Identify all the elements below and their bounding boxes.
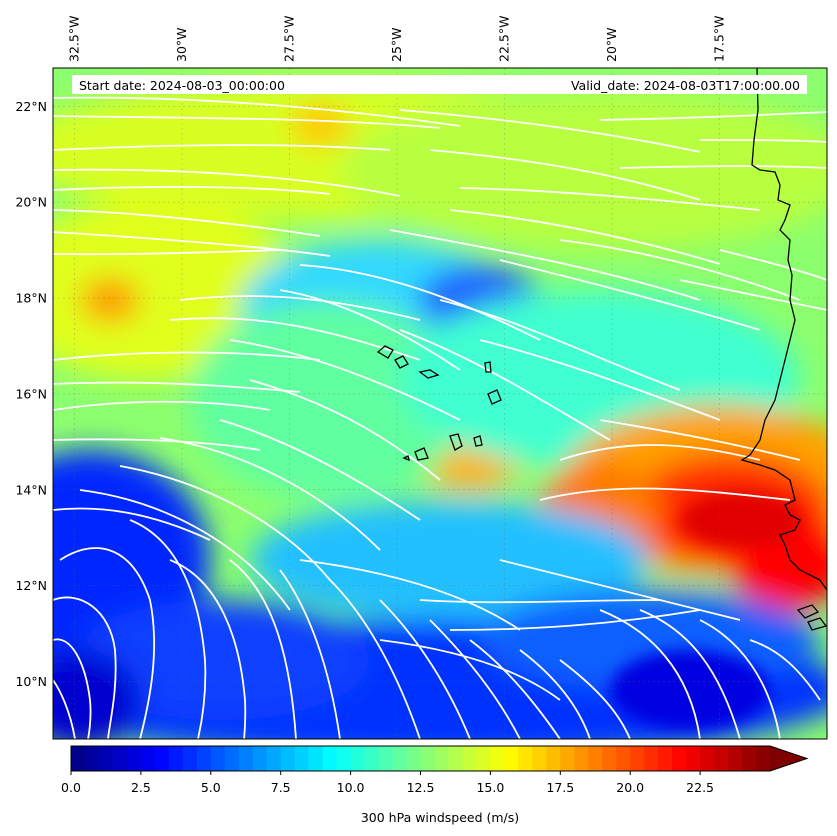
lat-tick-label: 18°N [15,291,47,306]
wind-streamlines [53,96,827,739]
lat-tick-label: 12°N [15,578,47,593]
lat-tick-label: 20°N [15,195,47,210]
lat-tick-label: 10°N [15,674,47,689]
lon-tick-label: 22.5°W [497,16,512,62]
colorbar-label: 300 hPa windspeed (m/s) [361,810,519,825]
valid-date-label: Valid_date: 2024-08-03T17:00:00.00 [571,78,800,93]
colorbar-tick-label: 20.0 [616,780,644,795]
colorbar-tick-label: 22.5 [686,780,714,795]
colorbar-tick-label: 7.5 [271,780,291,795]
latitude-tick-labels: 10°N 12°N 14°N 16°N 18°N 20°N 22°N [15,99,47,689]
colorbar-tick-label: 2.5 [131,780,151,795]
colorbar-tick-label: 12.5 [407,780,435,795]
start-date-label: Start date: 2024-08-03_00:00:00 [79,78,285,93]
colorbar-tick-label: 17.5 [546,780,574,795]
coastline [376,68,827,631]
lat-tick-label: 22°N [15,99,47,114]
map-frame [52,67,828,740]
colorbar-tick-label: 5.0 [201,780,221,795]
lon-tick-label: 17.5°W [712,16,727,62]
colorbar-tick-label: 10.0 [337,780,365,795]
colorbar-tick-label: 0.0 [61,780,81,795]
colorbar: 0.0 2.5 5.0 7.5 10.0 12.5 15.0 17.5 20.0 22.5 300… [61,745,809,825]
lat-tick-label: 14°N [15,482,47,497]
lon-tick-label: 25°W [389,27,404,62]
lon-tick-label: 27.5°W [282,16,297,62]
lat-tick-label: 16°N [15,386,47,401]
map-gridlines [53,68,827,739]
colorbar-tick-label: 15.0 [476,780,504,795]
longitude-tick-labels: 32.5°W 30°W 27.5°W 25°W 22.5°W 20°W 17.5°W [67,16,727,62]
lon-tick-label: 20°W [604,27,619,62]
lon-tick-label: 32.5°W [67,16,82,62]
lon-tick-label: 30°W [174,27,189,62]
header-box [72,75,807,94]
windspeed-field [53,68,827,739]
